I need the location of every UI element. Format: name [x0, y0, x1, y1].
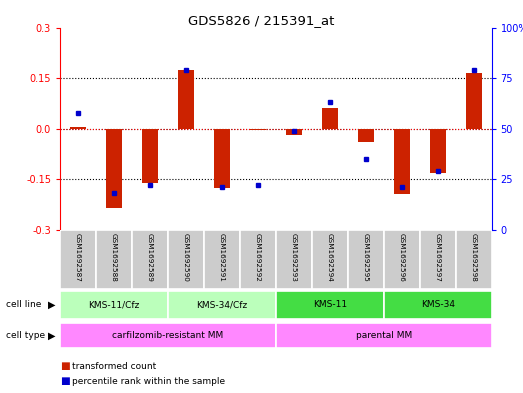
Text: KMS-11: KMS-11	[313, 301, 347, 309]
Bar	[276, 230, 312, 289]
Bar	[106, 129, 122, 208]
Bar	[358, 129, 374, 142]
Bar	[168, 230, 204, 289]
Text: carfilzomib-resistant MM: carfilzomib-resistant MM	[112, 331, 224, 340]
Text: GSM1692595: GSM1692595	[363, 233, 369, 282]
Text: GDS5826 / 215391_at: GDS5826 / 215391_at	[188, 14, 335, 27]
Bar	[384, 230, 419, 289]
Text: cell line: cell line	[6, 301, 42, 309]
Bar	[394, 129, 410, 195]
Text: ▶: ▶	[48, 300, 55, 310]
Bar	[429, 129, 446, 173]
Text: GSM1692594: GSM1692594	[327, 233, 333, 282]
Bar	[276, 291, 384, 319]
Bar	[70, 127, 86, 129]
Text: ■: ■	[60, 361, 70, 371]
Bar	[214, 129, 230, 188]
Bar	[240, 230, 276, 289]
Text: ■: ■	[60, 376, 70, 386]
Bar	[286, 129, 302, 136]
Text: GSM1692598: GSM1692598	[471, 233, 476, 282]
Bar	[419, 230, 456, 289]
Text: GSM1692591: GSM1692591	[219, 233, 225, 282]
Bar	[250, 129, 266, 130]
Text: KMS-34/Cfz: KMS-34/Cfz	[196, 301, 247, 309]
Bar	[312, 230, 348, 289]
Bar	[178, 70, 194, 129]
Text: cell type: cell type	[6, 331, 46, 340]
Bar	[142, 129, 158, 183]
Bar	[456, 230, 492, 289]
Text: GSM1692587: GSM1692587	[75, 233, 81, 282]
Bar	[465, 73, 482, 129]
Bar	[168, 291, 276, 319]
Text: percentile rank within the sample: percentile rank within the sample	[72, 377, 225, 386]
Text: GSM1692590: GSM1692590	[183, 233, 189, 282]
Bar	[132, 230, 168, 289]
Text: transformed count: transformed count	[72, 362, 156, 371]
Text: ▶: ▶	[48, 331, 55, 340]
Text: KMS-34: KMS-34	[420, 301, 454, 309]
Bar	[384, 291, 492, 319]
Bar	[60, 323, 276, 348]
Bar	[348, 230, 384, 289]
Bar	[276, 323, 492, 348]
Text: GSM1692589: GSM1692589	[147, 233, 153, 282]
Bar	[322, 108, 338, 129]
Text: parental MM: parental MM	[356, 331, 412, 340]
Text: GSM1692593: GSM1692593	[291, 233, 297, 282]
Text: GSM1692588: GSM1692588	[111, 233, 117, 282]
Bar	[60, 291, 168, 319]
Bar	[96, 230, 132, 289]
Text: GSM1692592: GSM1692592	[255, 233, 261, 282]
Text: GSM1692597: GSM1692597	[435, 233, 441, 282]
Bar	[204, 230, 240, 289]
Bar	[60, 230, 96, 289]
Text: KMS-11/Cfz: KMS-11/Cfz	[88, 301, 140, 309]
Text: GSM1692596: GSM1692596	[399, 233, 405, 282]
